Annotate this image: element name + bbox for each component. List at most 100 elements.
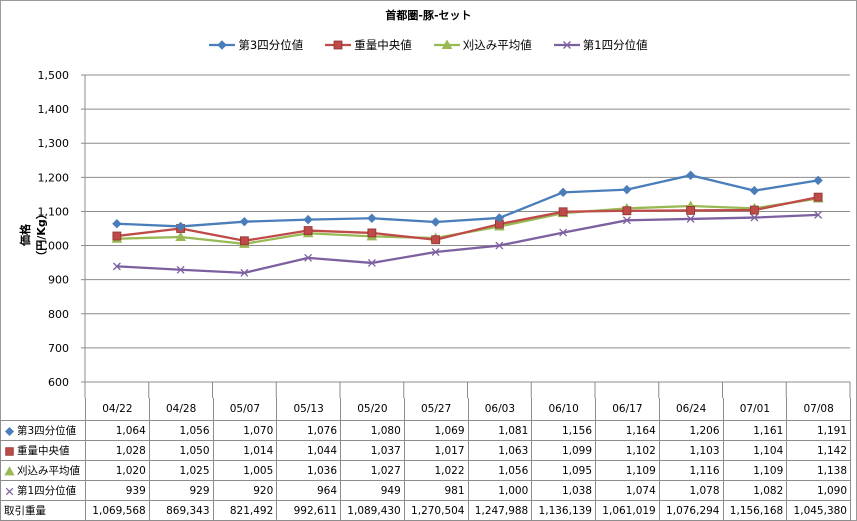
legend-swatch bbox=[209, 40, 236, 50]
x-tick-label: 06/24 bbox=[658, 398, 724, 421]
legend-key-icon bbox=[4, 465, 15, 477]
table-cell: 939 bbox=[85, 480, 150, 501]
table-cell: 1,064 bbox=[85, 420, 150, 441]
data-point bbox=[367, 258, 376, 267]
table-cell: 1,063 bbox=[467, 440, 533, 461]
table-cell: 1,142 bbox=[786, 440, 851, 461]
y-axis-label: 価格（円/Kg） bbox=[19, 208, 48, 262]
legend-key-icon bbox=[4, 486, 15, 497]
table-cell: 1,069 bbox=[403, 420, 469, 441]
x-tick-label: 04/22 bbox=[85, 398, 150, 421]
table-row-label: 第1四分位値 bbox=[17, 485, 77, 497]
table-cell: 1,080 bbox=[340, 420, 405, 441]
legend-item: 第1四分位値 bbox=[553, 37, 648, 53]
table-cell: 1,102 bbox=[595, 440, 660, 461]
data-point bbox=[495, 241, 504, 250]
legend-label: 刈込み平均値 bbox=[462, 38, 532, 52]
data-point bbox=[686, 214, 695, 223]
data-point bbox=[431, 235, 441, 245]
table-cell: 1,074 bbox=[595, 480, 660, 501]
table-cell: 1,247,988 bbox=[467, 500, 533, 521]
table-cell: 1,078 bbox=[658, 480, 724, 501]
data-point bbox=[112, 262, 121, 271]
legend: 第3四分位値 重量中央値 刈込み平均値 第1四分位値 bbox=[0, 37, 857, 53]
table-cell: 1,028 bbox=[85, 440, 150, 461]
x-tick-label: 06/10 bbox=[531, 398, 596, 421]
table-cell: 1,138 bbox=[786, 460, 851, 481]
data-point bbox=[239, 216, 250, 227]
table-cell: 1,191 bbox=[786, 420, 851, 441]
x-tick-label: 05/13 bbox=[276, 398, 341, 421]
table-row-label: 刈込み平均値 bbox=[17, 465, 80, 477]
table-cell: 1,050 bbox=[148, 440, 214, 461]
legend-item: 第3四分位値 bbox=[209, 37, 303, 53]
table-row: 刈込み平均値 1,020 1,025 1,005 1,036 1,027 1,022 1,05… bbox=[0, 460, 851, 481]
legend-key-icon bbox=[4, 426, 15, 437]
table-row-label: 重量中央値 bbox=[17, 445, 70, 457]
table-row: 第3四分位値 1,064 1,056 1,070 1,076 1,080 1,069 1,08… bbox=[0, 420, 851, 441]
y-tick-label: 1,500 bbox=[38, 69, 70, 82]
series-line bbox=[116, 195, 819, 242]
data-point bbox=[431, 248, 440, 256]
data-point bbox=[622, 216, 631, 225]
data-point bbox=[813, 175, 823, 186]
table-row-header: 重量中央値 bbox=[0, 440, 86, 461]
data-point bbox=[303, 226, 313, 235]
x-tick-label: 05/07 bbox=[212, 398, 278, 421]
legend-item: 重量中央値 bbox=[325, 37, 412, 53]
data-point bbox=[175, 231, 186, 242]
data-point bbox=[750, 213, 759, 222]
series-4 bbox=[112, 210, 823, 277]
data-point bbox=[559, 228, 568, 237]
table-cell: 1,044 bbox=[276, 440, 341, 461]
data-point bbox=[304, 253, 313, 262]
y-tick-label: 1,100 bbox=[38, 205, 70, 218]
x-tick-label: 05/27 bbox=[403, 398, 469, 421]
table-row: 第1四分位値 939 929 920 964 949 981 1,000 1,038 1,074 1… bbox=[0, 480, 851, 501]
table-cell: 1,156,168 bbox=[722, 500, 788, 521]
data-point bbox=[112, 219, 122, 229]
y-tick-label: 1,000 bbox=[38, 240, 70, 253]
table-cell: 1,089,430 bbox=[340, 500, 405, 521]
table-cell: 1,069,568 bbox=[85, 500, 150, 521]
data-point bbox=[303, 214, 313, 225]
y-tick-label: 1,300 bbox=[38, 137, 70, 150]
table-cell: 992,611 bbox=[276, 500, 341, 521]
data-table: 04/22 04/28 05/07 05/13 05/20 05/27 06/03 06/10… bbox=[0, 398, 851, 521]
table-cell: 1,109 bbox=[722, 460, 788, 481]
table-cell: 920 bbox=[212, 480, 278, 501]
table-row-label: 取引重量 bbox=[0, 500, 86, 521]
data-point bbox=[685, 170, 696, 180]
table-cell: 1,161 bbox=[722, 420, 788, 441]
data-point bbox=[239, 236, 249, 246]
table-cell: 1,104 bbox=[722, 440, 788, 461]
y-tick-label: 600 bbox=[48, 376, 69, 389]
table-cell: 1,099 bbox=[531, 440, 596, 461]
legend-swatch bbox=[433, 40, 460, 49]
legend-label: 重量中央値 bbox=[354, 38, 412, 52]
data-point bbox=[367, 213, 377, 223]
table-cell: 1,037 bbox=[340, 440, 405, 461]
table-corner bbox=[0, 398, 86, 421]
data-point bbox=[814, 210, 823, 219]
data-point bbox=[686, 206, 696, 215]
table-cell: 1,056 bbox=[467, 460, 533, 481]
table-cell: 1,000 bbox=[467, 480, 533, 501]
x-tick-label: 04/28 bbox=[148, 398, 214, 421]
table-row-header: 第3四分位値 bbox=[0, 420, 86, 441]
chart-title: 首都圏-豚-セット bbox=[385, 9, 472, 22]
table-row-header: 第1四分位値 bbox=[0, 480, 86, 501]
table-row-volume: 取引重量 1,069,568 869,343 821,492 992,611 1,089,… bbox=[0, 500, 851, 521]
table-cell: 1,022 bbox=[403, 460, 469, 481]
table-cell: 1,082 bbox=[722, 480, 788, 501]
data-point bbox=[622, 184, 632, 195]
legend-label: 第3四分位値 bbox=[238, 38, 304, 52]
y-tick-label: 1,400 bbox=[38, 103, 70, 116]
y-tick-label: 900 bbox=[48, 274, 69, 287]
legend-swatch bbox=[553, 41, 580, 49]
table-cell: 1,005 bbox=[212, 460, 278, 481]
table-cell: 1,116 bbox=[658, 460, 724, 481]
legend-label: 第1四分位値 bbox=[582, 38, 648, 52]
table-cell: 869,343 bbox=[148, 500, 214, 521]
table-cell: 1,076,294 bbox=[658, 500, 724, 521]
